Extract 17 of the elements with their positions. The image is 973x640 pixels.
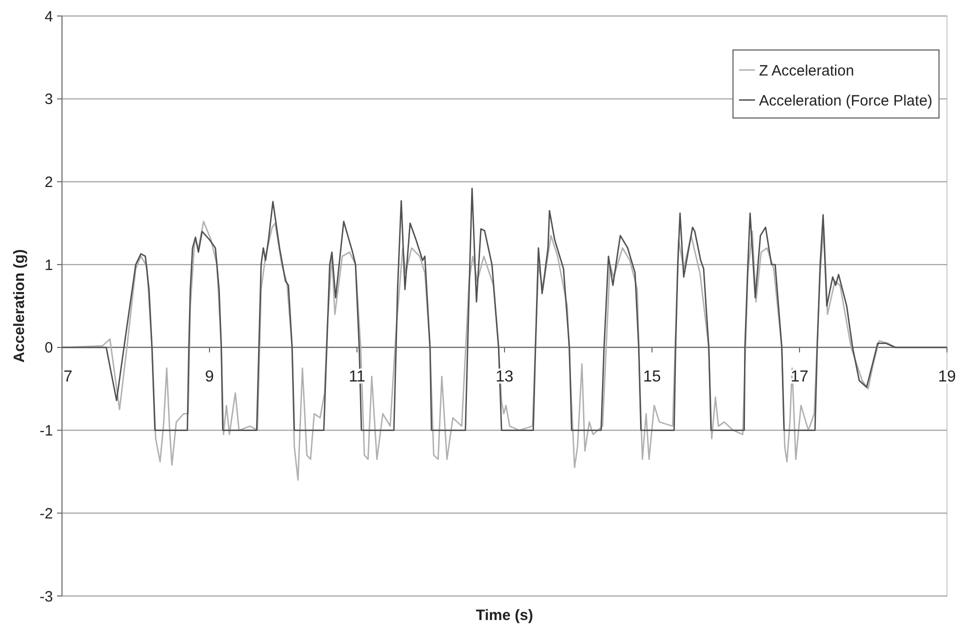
y-tick-label: 4 [44, 8, 53, 26]
y-tick-label: -2 [40, 505, 53, 522]
x-tick-label: 19 [938, 368, 956, 386]
y-tick-label: 0 [44, 340, 53, 357]
x-tick-label: 7 [64, 368, 73, 386]
y-tick-label: 2 [44, 174, 53, 191]
x-tick-label: 17 [790, 368, 808, 386]
y-tick-label: -3 [40, 588, 53, 606]
y-tick-label: 1 [44, 256, 53, 274]
y-axis-title: Acceleration (g) [11, 249, 28, 363]
y-tick-label: 3 [44, 91, 53, 108]
legend-label: Acceleration (Force Plate) [759, 92, 932, 110]
x-tick-label: 9 [205, 368, 214, 386]
y-tick-label: -1 [40, 422, 53, 440]
x-axis-title: Time (s) [476, 607, 534, 624]
legend-label: Z Acceleration [759, 62, 854, 80]
x-tick-label: 15 [643, 368, 661, 386]
